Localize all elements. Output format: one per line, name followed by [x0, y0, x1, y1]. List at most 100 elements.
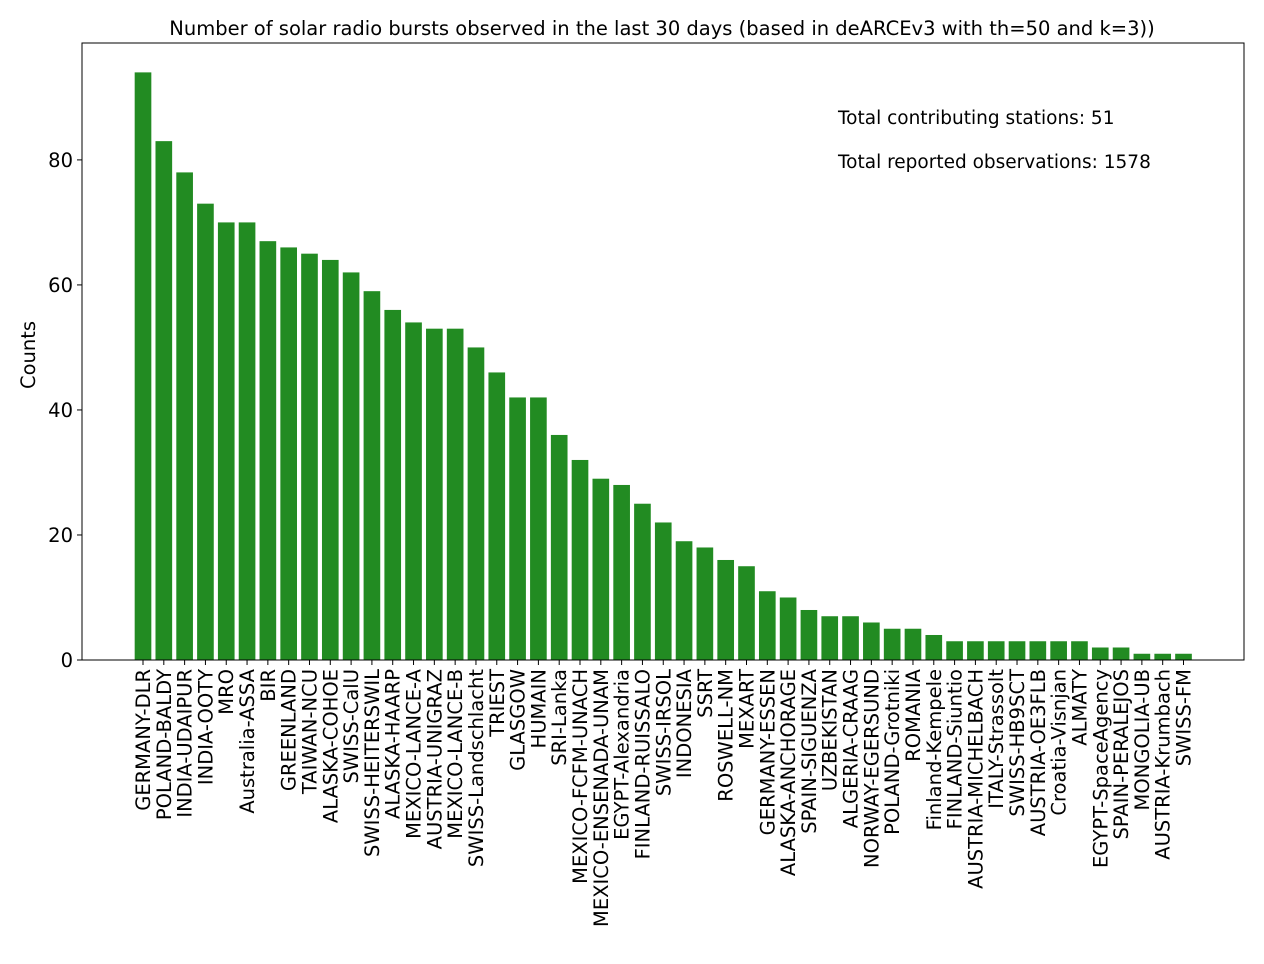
bar	[696, 547, 714, 660]
bar	[1133, 653, 1151, 660]
bar	[987, 641, 1005, 660]
x-tick-label: POLAND-Grotniki	[881, 669, 904, 835]
bar	[217, 222, 235, 660]
bar	[946, 641, 963, 660]
bar	[842, 616, 859, 660]
x-tick-label: SPAIN-SIGUENZA	[798, 668, 821, 833]
x-tick-label: AUSTRIA-UNIGRAZ	[423, 669, 446, 849]
x-tick-label: FINLAND-Siuntio	[944, 669, 967, 829]
x-tick-label: POLAND-BALDY	[153, 669, 176, 820]
x-tick-label: SWISS-FM	[1173, 669, 1196, 766]
bar	[530, 397, 547, 660]
bar	[176, 172, 193, 660]
y-tick-label: 0	[61, 649, 73, 672]
x-tick-label: SRI-Lanka	[548, 669, 571, 766]
x-tick-label: AUSTRIA-OE3FLB	[1027, 669, 1050, 836]
bar	[758, 591, 776, 660]
bar	[925, 634, 943, 660]
annotation-observations: Total reported observations: 1578	[837, 152, 1151, 173]
x-axis-ticks: GERMANY-DLRPOLAND-BALDYINDIA-UDAIPURINDI…	[132, 660, 1196, 927]
bar	[1029, 641, 1047, 660]
x-tick-label: GREENLAND	[278, 669, 301, 791]
bar	[1154, 653, 1172, 660]
bar	[467, 347, 485, 660]
bar	[1050, 641, 1067, 660]
x-tick-label: INDIA-OOTY	[194, 669, 217, 785]
x-tick-label: SWISS-HEITERSWIL	[361, 669, 384, 857]
x-tick-label: AUSTRIA-Krumbach	[1152, 669, 1175, 860]
x-tick-label: GERMANY-ESSEN	[756, 669, 779, 835]
bar	[301, 253, 318, 661]
bar	[1112, 647, 1130, 660]
x-tick-label: SWISS-CalU	[340, 669, 363, 783]
bar	[384, 309, 402, 660]
x-tick-label: MEXICO-FCFM-UNACH	[569, 669, 592, 884]
x-tick-label: INDIA-UDAIPUR	[174, 669, 197, 818]
y-tick-label: 80	[48, 149, 73, 172]
y-tick-label: 40	[48, 399, 73, 422]
x-tick-label: ALASKA-ANCHORAGE	[777, 669, 800, 876]
x-tick-label: BIR	[257, 669, 280, 702]
bar	[654, 522, 672, 660]
bar	[509, 397, 526, 660]
plot-frame	[81, 42, 1245, 661]
x-tick-label: GLASGOW	[507, 669, 530, 771]
x-tick-label: SPAIN-PERALEJOS	[1110, 669, 1133, 839]
bar	[883, 628, 901, 660]
x-tick-label: INDONESIA	[673, 668, 696, 778]
bar	[280, 247, 297, 661]
x-tick-label: UZBEKISTAN	[819, 669, 842, 791]
bar	[904, 628, 922, 660]
x-tick-label: EGYPT-Alexandria	[611, 669, 634, 840]
x-tick-label: MEXICO-ENSENADA-UNAM	[590, 669, 613, 927]
bar	[967, 641, 984, 660]
x-tick-label: SSRT	[694, 669, 717, 718]
bar	[550, 434, 568, 660]
bar	[363, 291, 381, 660]
x-tick-label: TAIWAN-NCU	[298, 669, 321, 795]
bar	[863, 622, 880, 660]
x-tick-label: FINLAND-RUISSALO	[631, 669, 654, 859]
bar	[1091, 647, 1109, 660]
bar	[488, 372, 506, 660]
x-tick-label: MEXICO-LANCE-A	[403, 668, 426, 839]
x-tick-label: NORWAY-EGERSUND	[860, 669, 883, 868]
x-tick-label: MRO	[215, 669, 238, 715]
bar	[1008, 641, 1026, 660]
bar	[675, 541, 693, 660]
x-tick-label: AUSTRIA-MICHELBACH	[964, 669, 987, 889]
y-axis-ticks: 0 20 40 60 80	[48, 149, 82, 672]
x-tick-label: ALASKA-HAARP	[382, 669, 405, 819]
x-tick-label: Australia-ASSA	[236, 668, 259, 813]
x-tick-label: TRIEST	[486, 669, 509, 738]
bar	[738, 566, 755, 660]
x-tick-label: ROMANIA	[902, 668, 925, 761]
bar	[446, 328, 464, 660]
x-tick-label: SWISS-HB9SCT	[1006, 669, 1029, 817]
y-axis-label: Counts	[17, 321, 40, 389]
x-tick-label: HUMAIN	[527, 669, 550, 748]
bar	[571, 459, 589, 660]
bar	[342, 272, 360, 660]
bar	[1175, 653, 1192, 660]
x-tick-label: Finland-Kempele	[923, 669, 946, 830]
bar	[155, 141, 173, 660]
x-tick-label: MEXICO-LANCE-B	[444, 669, 467, 839]
x-tick-label: ITALY-Strassolt	[985, 669, 1008, 809]
x-tick-label: GERMANY-DLR	[132, 669, 155, 811]
bar	[405, 322, 422, 660]
bar	[821, 616, 839, 660]
x-tick-label: MEXART	[735, 669, 758, 749]
x-tick-label: Croatia-Visnjan	[1048, 669, 1071, 816]
bar	[613, 484, 630, 660]
x-tick-label: ALASKA-COHOE	[319, 669, 342, 823]
bar	[426, 328, 443, 660]
bar	[779, 597, 797, 660]
x-tick-label: MONGOLIA-UB	[1131, 669, 1154, 810]
bar	[800, 609, 818, 660]
y-tick-label: 20	[48, 524, 73, 547]
bar	[134, 72, 152, 660]
x-tick-label: EGYPT-SpaceAgency	[1089, 669, 1112, 868]
bar	[717, 559, 735, 660]
